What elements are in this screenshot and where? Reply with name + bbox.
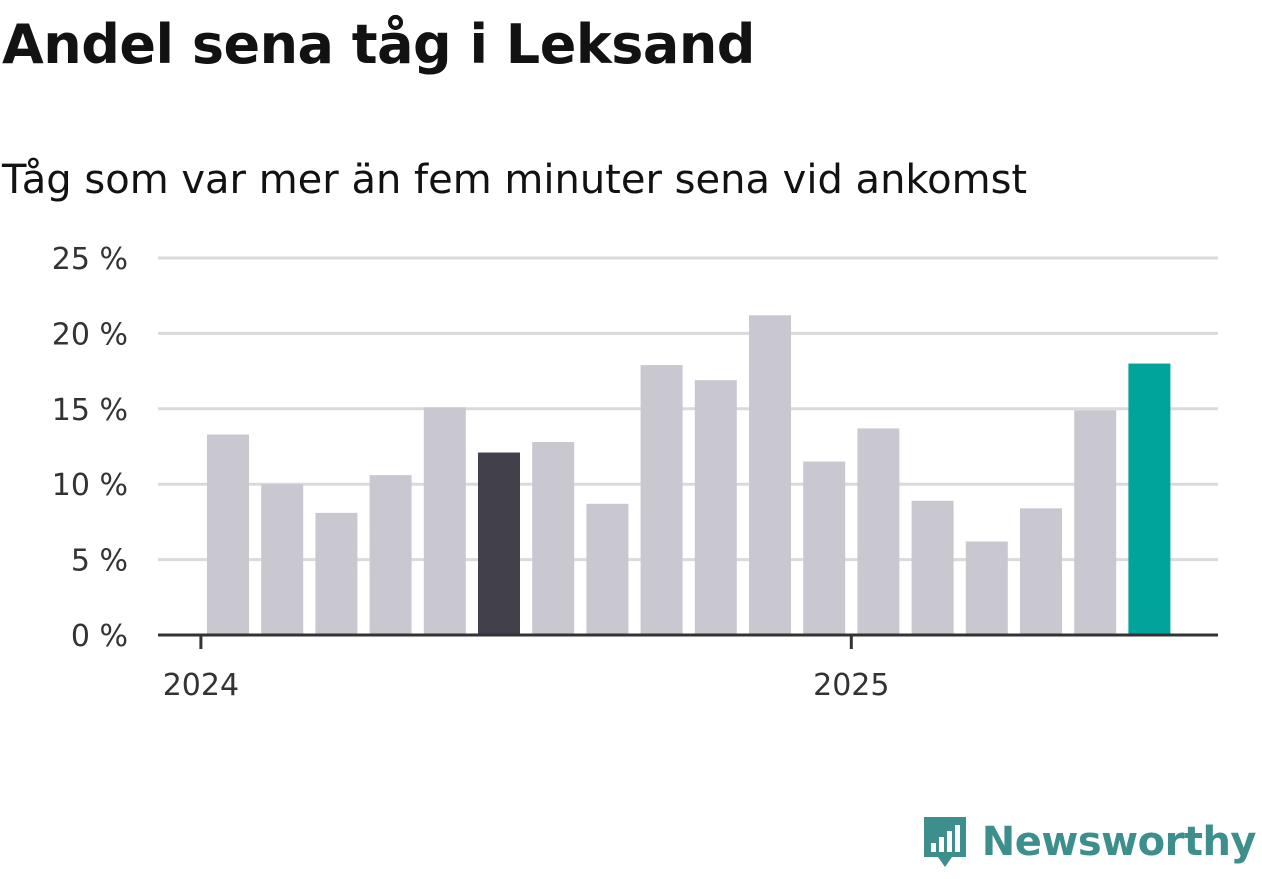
chart-title: Andel sena tåg i Leksand — [2, 13, 755, 76]
bar-2025-02 — [911, 500, 954, 635]
bar-2025-01 — [857, 428, 900, 635]
y-tick-label: 0 % — [71, 619, 128, 654]
bar-2025-06 — [1128, 363, 1171, 635]
bar-2024-06 — [478, 452, 520, 635]
bar-2024-02 — [261, 484, 304, 635]
bar-2024-12 — [803, 461, 846, 635]
newsworthy-chart-icon — [923, 817, 966, 867]
x-tick-label: 2025 — [813, 668, 889, 703]
bar-2024-01 — [207, 434, 249, 635]
y-tick-label: 10 % — [52, 468, 128, 503]
y-tick-label: 20 % — [52, 317, 128, 352]
bar-2024-09 — [640, 365, 683, 635]
y-tick-label: 5 % — [71, 544, 128, 579]
bar-2024-04 — [369, 475, 412, 635]
bar-2024-07 — [532, 441, 575, 635]
x-tick-label: 2024 — [163, 668, 239, 703]
brand-logo: Newsworthy — [920, 813, 1257, 871]
bar-2024-11 — [749, 315, 791, 635]
y-tick-label: 25 % — [52, 242, 128, 277]
bar-2024-08 — [586, 503, 629, 635]
brand-name: Newsworthy — [981, 819, 1257, 865]
bar-2025-03 — [965, 541, 1008, 635]
chart-subtitle: Tåg som var mer än fem minuter sena vid … — [2, 157, 1028, 203]
y-tick-label: 15 % — [52, 393, 128, 428]
bar-2024-03 — [315, 512, 358, 635]
bar-2025-05 — [1074, 410, 1117, 635]
bar-2024-10 — [694, 380, 737, 635]
bar-2025-04 — [1020, 508, 1062, 635]
bar-2024-05 — [423, 407, 466, 635]
